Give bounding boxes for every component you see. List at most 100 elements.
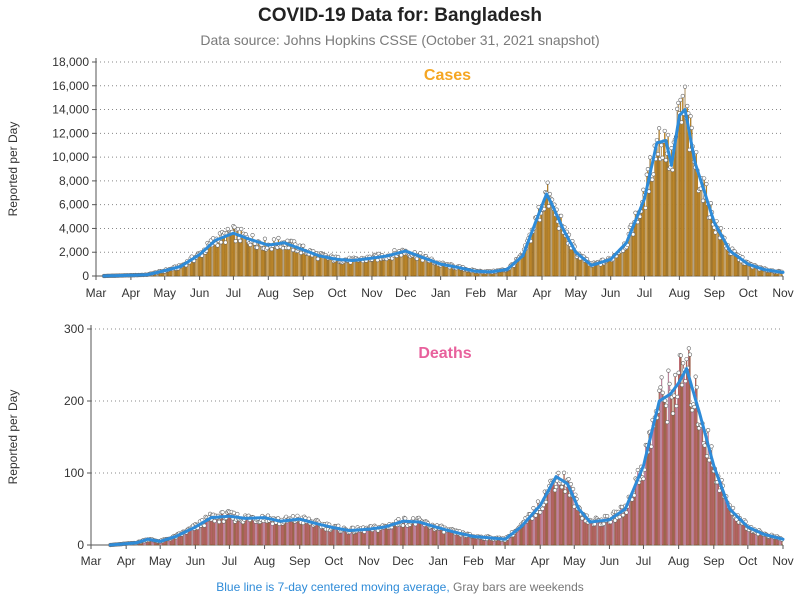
- daily-point: [563, 490, 567, 494]
- daily-point: [281, 246, 285, 250]
- daily-bar: [743, 522, 744, 545]
- daily-point: [270, 247, 274, 251]
- daily-bar: [307, 521, 308, 545]
- daily-bar: [712, 465, 713, 545]
- weekend-bar: [386, 259, 387, 276]
- daily-bar: [703, 443, 704, 545]
- x-tick-label: Aug: [258, 286, 279, 300]
- daily-bar: [634, 222, 635, 276]
- daily-point: [642, 477, 646, 481]
- daily-bar: [742, 523, 743, 545]
- weekend-bar: [565, 492, 566, 545]
- daily-point: [677, 371, 681, 375]
- daily-bar: [715, 232, 716, 276]
- daily-bar: [230, 516, 231, 545]
- weekend-bar: [283, 248, 284, 276]
- daily-bar: [387, 527, 388, 545]
- daily-bar: [219, 522, 220, 545]
- daily-bar: [569, 495, 570, 545]
- daily-bar: [671, 397, 672, 545]
- daily-bar: [730, 254, 731, 276]
- daily-bar: [337, 259, 338, 276]
- daily-bar: [266, 249, 267, 276]
- daily-bar: [659, 391, 660, 545]
- daily-point: [718, 489, 722, 493]
- x-tick-label: Sep: [704, 286, 726, 300]
- y-tick-label: 16,000: [52, 79, 89, 93]
- daily-bar: [674, 396, 675, 545]
- daily-bar: [381, 259, 382, 276]
- daily-bar: [400, 524, 401, 545]
- weekend-bar: [636, 480, 637, 545]
- daily-bar: [434, 529, 435, 545]
- daily-bar: [545, 502, 546, 545]
- daily-point: [536, 500, 540, 504]
- daily-point: [667, 369, 671, 373]
- weekend-bar: [221, 242, 222, 276]
- daily-bar: [304, 252, 305, 276]
- daily-bar: [649, 192, 650, 276]
- daily-bar: [403, 525, 404, 545]
- daily-point: [642, 188, 646, 192]
- daily-bar: [384, 259, 385, 276]
- daily-bar: [578, 507, 579, 545]
- daily-point: [671, 412, 675, 416]
- daily-bar: [522, 256, 523, 276]
- daily-point: [415, 257, 419, 261]
- daily-bar: [556, 487, 557, 545]
- weekend-bar: [732, 513, 733, 545]
- daily-bar: [531, 518, 532, 545]
- daily-point: [661, 156, 665, 160]
- x-tick-label: Apr: [117, 554, 136, 568]
- daily-bar: [663, 141, 664, 276]
- daily-point: [316, 257, 320, 261]
- daily-bar: [249, 243, 250, 276]
- daily-point: [703, 444, 707, 448]
- weekend-bar: [430, 527, 431, 545]
- weekend-bar: [212, 245, 213, 276]
- daily-bar: [722, 236, 723, 276]
- daily-bar: [534, 228, 535, 276]
- daily-bar: [616, 256, 617, 276]
- x-tick-label: Jan: [431, 286, 450, 300]
- weekend-bar: [637, 222, 638, 276]
- daily-bar: [720, 485, 721, 545]
- x-tick-label: Nov: [772, 286, 793, 300]
- daily-bar: [617, 518, 618, 545]
- daily-bar: [333, 528, 334, 545]
- daily-point: [636, 468, 640, 472]
- daily-point: [239, 227, 243, 231]
- daily-bar: [214, 242, 215, 276]
- daily-point: [656, 152, 660, 156]
- daily-point: [695, 386, 699, 390]
- daily-bar: [665, 160, 666, 276]
- daily-bar: [366, 261, 367, 276]
- daily-bar: [404, 253, 405, 276]
- weekend-bar: [314, 254, 315, 276]
- daily-point: [705, 182, 709, 186]
- daily-point: [419, 251, 423, 255]
- daily-point: [679, 98, 683, 102]
- daily-point: [620, 505, 624, 509]
- daily-bar: [296, 251, 297, 276]
- daily-bar: [735, 254, 736, 276]
- x-tick-label: May: [153, 286, 176, 300]
- daily-bar: [238, 519, 239, 545]
- covid-charts: 02,0004,0006,0008,00010,00012,00014,0001…: [0, 0, 800, 580]
- weekend-bar: [536, 217, 537, 276]
- daily-bar: [392, 258, 393, 276]
- daily-bar: [217, 246, 218, 276]
- weekend-bar: [236, 230, 237, 276]
- weekend-bar: [717, 482, 718, 545]
- daily-point: [690, 126, 694, 130]
- x-tick-label: Oct: [324, 554, 343, 568]
- daily-bar: [428, 261, 429, 276]
- daily-point: [263, 237, 267, 241]
- weekend-bar: [693, 404, 694, 545]
- y-axis-label: Reported per Day: [6, 390, 20, 485]
- weekend-bar: [390, 527, 391, 545]
- daily-bar: [266, 521, 267, 545]
- x-tick-label: Dec: [392, 554, 413, 568]
- daily-bar: [695, 167, 696, 276]
- daily-bar: [293, 250, 294, 276]
